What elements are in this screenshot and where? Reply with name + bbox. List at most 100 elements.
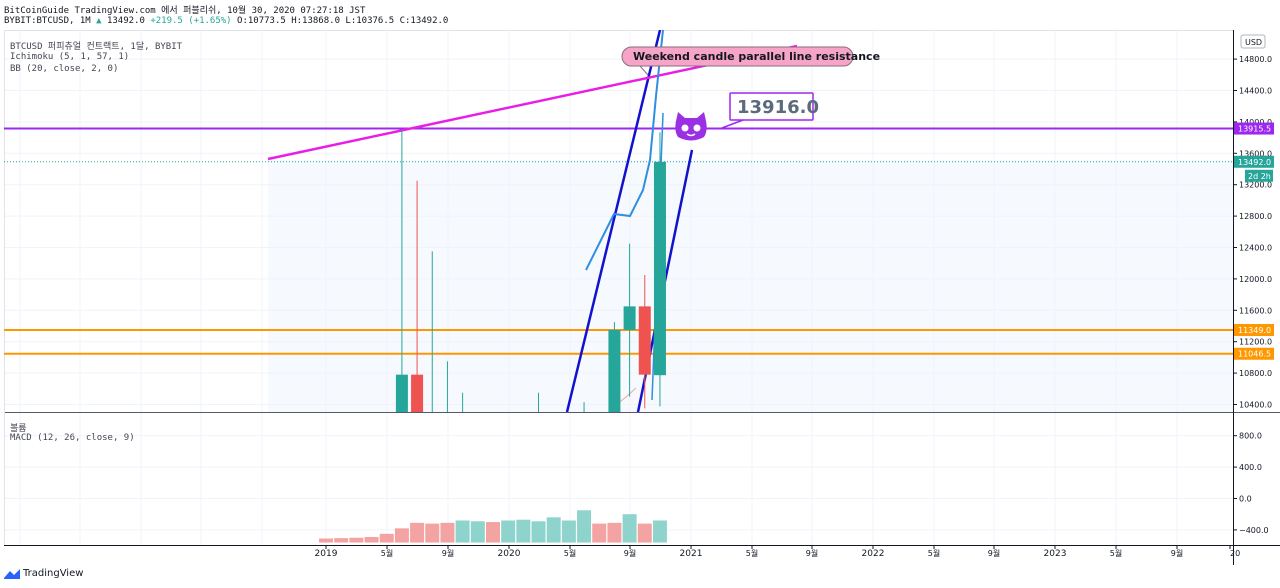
price-level-label: 11349.0 — [1238, 326, 1271, 335]
macd-tick-label: 0.0 — [1239, 495, 1252, 504]
macd-bar — [516, 519, 531, 543]
legend-volume[interactable]: 볼륨 — [10, 424, 27, 434]
macd-tick-label: 400.0 — [1239, 463, 1262, 472]
bb-cloud-area — [268, 160, 1233, 412]
time-tick-label: 5월 — [381, 548, 393, 558]
candle-body — [653, 161, 666, 376]
ohlc-values: O:10773.5 H:13868.0 L:10376.5 C:13492.0 — [237, 16, 449, 26]
price-label-pointer — [721, 119, 744, 129]
tradingview-watermark: TradingView — [4, 568, 83, 579]
price-tick-label: 11600.0 — [1239, 306, 1272, 315]
price-tick-label: 10800.0 — [1239, 369, 1272, 378]
macd-bar — [546, 517, 561, 543]
time-tick-label: 2022 — [862, 549, 885, 559]
price-label-text: 13916.0 — [737, 97, 819, 118]
price-tick-label: 13200.0 — [1239, 181, 1272, 190]
price-tick-label: 13600.0 — [1239, 149, 1272, 158]
time-tick-label: 2023 — [1044, 549, 1067, 559]
time-tick-label: 2020 — [498, 549, 521, 559]
currency-badge — [1240, 34, 1266, 49]
price-series — [4, 30, 1233, 412]
candle-body — [411, 374, 424, 412]
symbol-name: BYBIT:BTCUSD, 1M — [4, 16, 91, 26]
price-tick-label: 14800.0 — [1239, 55, 1272, 64]
macd-bar — [622, 514, 637, 543]
up-arrow-icon: ▲ — [96, 16, 102, 26]
macd-bar — [577, 510, 592, 543]
legend-macd[interactable]: MACD (12, 26, close, 9) — [10, 433, 135, 443]
macd-bar — [394, 528, 409, 543]
cat-mouth — [686, 133, 696, 137]
price-tick-label: 11200.0 — [1239, 338, 1272, 347]
macd-bar — [637, 523, 652, 543]
macd-bar — [561, 520, 576, 543]
macd-bar — [470, 521, 485, 543]
candle-body — [623, 306, 636, 330]
time-tick-label: 20 — [1230, 549, 1240, 558]
macd-bar — [531, 521, 546, 543]
price-level-label: 11046.5 — [1238, 350, 1271, 359]
countdown-badge — [1245, 169, 1273, 182]
macd-bar — [501, 520, 516, 543]
callout-text: Weekend candle parallel line resistance — [633, 50, 880, 63]
watermark-text: TradingView — [23, 568, 84, 579]
macd-bar — [425, 523, 440, 543]
price-tick-label: 14400.0 — [1239, 87, 1272, 96]
price-label-box — [729, 92, 814, 121]
price-change: +219.5 (+1.65%) — [150, 16, 232, 26]
macd-bar — [319, 538, 333, 543]
channel-line-left — [565, 30, 662, 412]
bb-upper-line — [585, 30, 664, 271]
price-tick-label: 12000.0 — [1239, 275, 1272, 284]
macd-bar — [652, 520, 667, 543]
time-tick-label: 9월 — [442, 548, 454, 558]
macd-bar — [592, 523, 607, 543]
legend-bb[interactable]: BB (20, close, 2, 0) — [10, 64, 119, 74]
candle-body — [638, 306, 651, 375]
price-level-badge — [1234, 122, 1274, 135]
tradingview-logo-icon — [4, 568, 20, 579]
macd-bar — [334, 538, 349, 543]
macd-bar — [485, 522, 500, 543]
currency-label: USD — [1245, 38, 1262, 47]
price-tick-label: 12800.0 — [1239, 212, 1272, 221]
macd-tick-label: −400.0 — [1239, 526, 1269, 535]
candle-body — [608, 329, 621, 412]
time-tick-label: 9월 — [624, 548, 636, 558]
legend-ichimoku[interactable]: Ichimoku (5, 1, 57, 1) — [10, 52, 130, 62]
candle-body — [395, 374, 408, 412]
macd-bar — [379, 533, 394, 543]
price-level-badge — [1234, 347, 1274, 360]
macd-tick-label: 800.0 — [1239, 432, 1262, 441]
price-tick-label: 10400.0 — [1239, 401, 1272, 410]
price-tick-label: 12400.0 — [1239, 244, 1272, 253]
macd-bar — [349, 537, 364, 543]
symbol-header: BYBIT:BTCUSD, 1M ▲ 13492.0 +219.5 (+1.65… — [4, 16, 448, 26]
callout-bubble — [621, 46, 854, 67]
countdown-label: 2d 2h — [1248, 172, 1271, 181]
callout-pointer — [639, 65, 649, 76]
macd-bar — [440, 522, 455, 543]
legend-symbol-title: BTCUSD 퍼피츄얼 컨트랙트, 1달, BYBIT — [10, 42, 183, 52]
price-level-label: 13492.0 — [1238, 158, 1271, 167]
cat-head — [675, 112, 707, 141]
time-tick-label: 9월 — [1171, 548, 1183, 558]
price-level-badge — [1234, 155, 1274, 168]
last-price: 13492.0 — [106, 16, 145, 26]
time-tick-label: 5월 — [928, 548, 940, 558]
publish-header: BitCoinGuide TradingView.com 에서 퍼블리쉬, 10… — [4, 6, 366, 16]
time-tick-label: 5월 — [564, 548, 576, 558]
price-level-label: 13915.5 — [1238, 125, 1271, 134]
price-level-badge — [1234, 324, 1274, 337]
cat-eye — [693, 124, 701, 132]
macd-bar — [410, 522, 425, 543]
time-tick-label: 5월 — [746, 548, 758, 558]
time-tick-label: 9월 — [806, 548, 818, 558]
time-tick-label: 5월 — [1110, 548, 1122, 558]
price-tick-label: 14000.0 — [1239, 118, 1272, 127]
time-tick-label: 2021 — [680, 549, 703, 559]
macd-bar — [364, 536, 379, 543]
time-tick-label: 9월 — [988, 548, 1000, 558]
time-tick-label: 2019 — [315, 549, 338, 559]
